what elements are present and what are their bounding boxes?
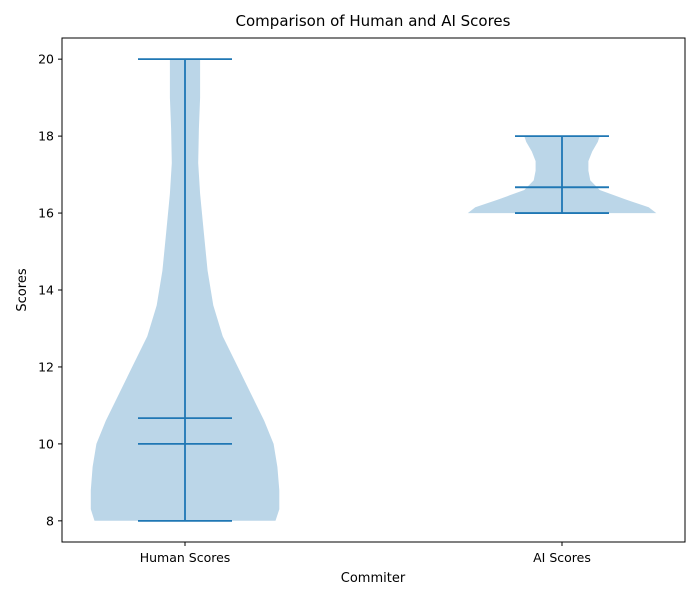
- y-axis-label: Scores: [15, 268, 30, 311]
- violins-layer: [90, 58, 657, 522]
- x-axis-ticks: Human Scores AI Scores: [140, 542, 591, 565]
- plot-area-frame: [61, 37, 686, 543]
- y-tick-label: 20: [38, 52, 54, 67]
- y-tick-label: 10: [38, 436, 54, 451]
- y-axis-ticks: 8 10 12 14 16 18 20: [38, 52, 62, 528]
- chart-title: Comparison of Human and AI Scores: [236, 12, 511, 30]
- x-axis-label: Commiter: [341, 571, 406, 586]
- x-tick-label: Human Scores: [140, 550, 231, 565]
- violin-human-scores: [90, 58, 280, 522]
- violin-ai-scores: [467, 135, 657, 214]
- y-tick-label: 8: [46, 513, 54, 528]
- y-tick-label: 12: [38, 359, 54, 374]
- y-tick-label: 16: [38, 206, 54, 221]
- x-tick-label: AI Scores: [533, 550, 591, 565]
- y-tick-label: 18: [38, 129, 54, 144]
- y-tick-label: 14: [38, 283, 54, 298]
